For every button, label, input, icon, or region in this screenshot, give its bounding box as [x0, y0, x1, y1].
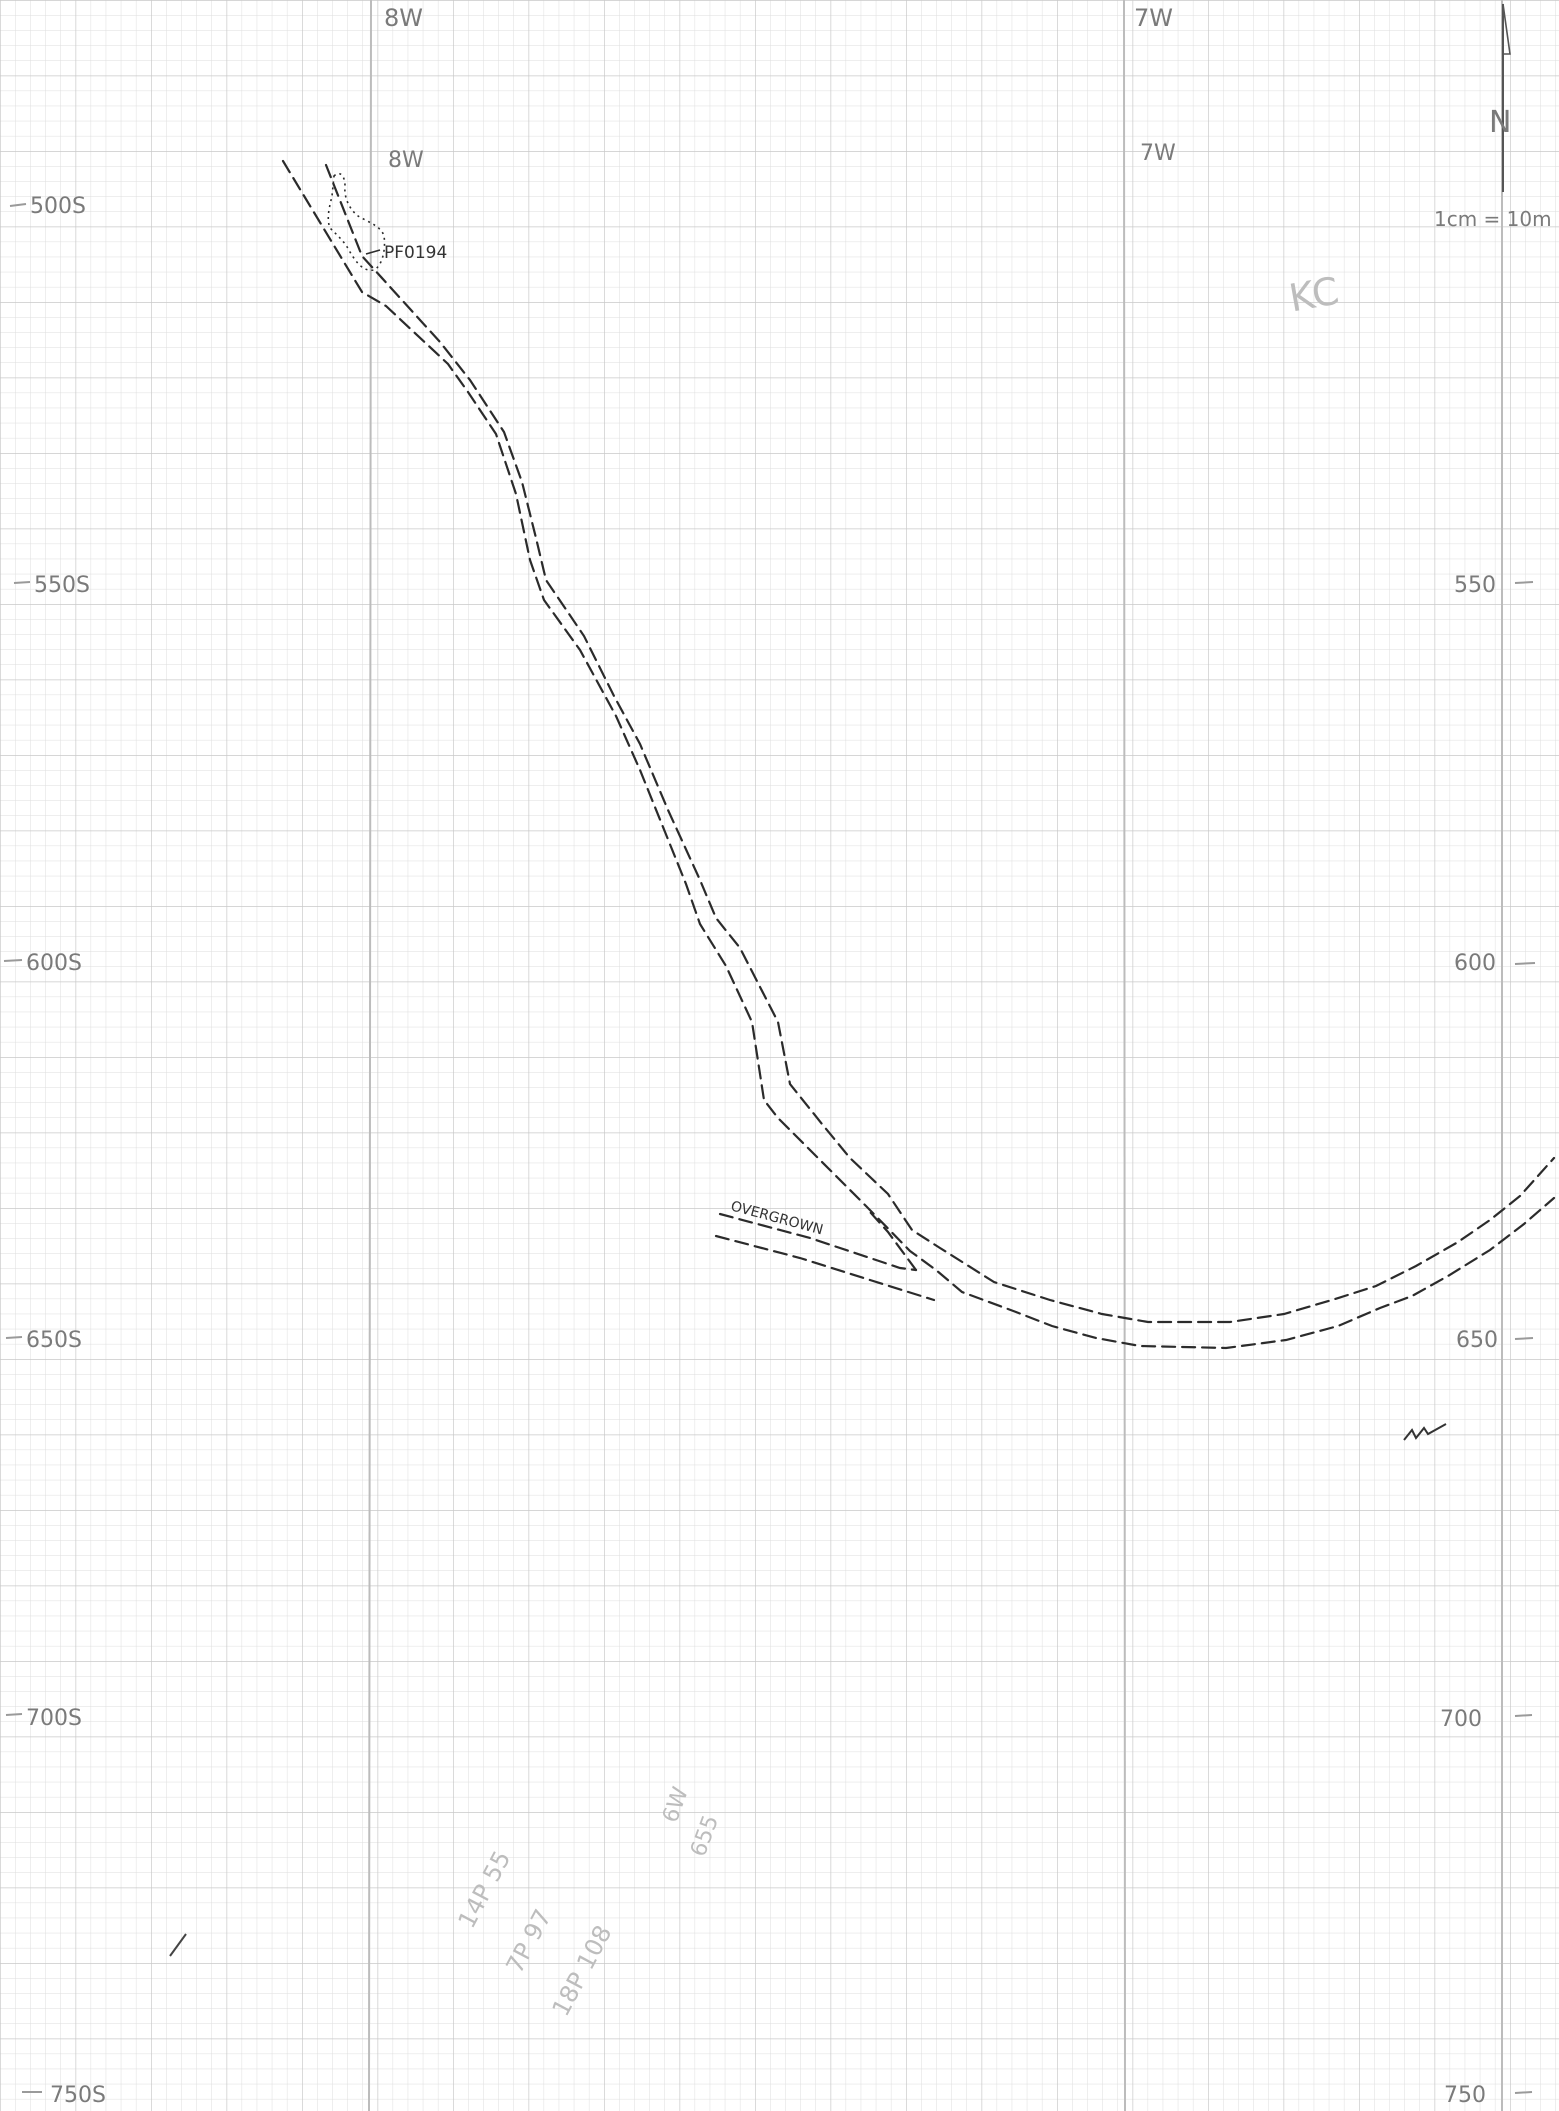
feature-label-pf0194: PF0194 [384, 243, 447, 263]
spur-apex [868, 1210, 918, 1272]
left-tick-mark [3, 959, 23, 962]
right-northing-scale: 550 600 650 700 750 [1440, 573, 1536, 2108]
north-arrow-head-icon [1502, 3, 1511, 55]
left-tick-mark [13, 581, 31, 584]
track-edge-west [281, 159, 1556, 1350]
spur-edge-north [718, 1212, 918, 1272]
right-tick-label: 750 [1444, 2083, 1486, 2108]
column-label-7w: 7W [1140, 141, 1176, 166]
easting-line-7w [1123, 0, 1126, 2111]
left-tick-label: 650S [26, 1328, 82, 1353]
feature-leader-line [365, 249, 381, 255]
right-tick-mark [1514, 1337, 1534, 1340]
top-label-8w: 8W [384, 4, 423, 32]
top-label-7w: 7W [1134, 4, 1173, 32]
left-northing-scale: 500S 550S 600S 650S 700S 750S [3, 194, 106, 2108]
left-tick-label: 500S [30, 194, 86, 219]
column-label-8w: 8W [388, 148, 424, 173]
right-tick-label: 650 [1456, 1328, 1498, 1353]
right-tick-mark [1514, 1714, 1533, 1717]
track-edge-east [324, 163, 1556, 1324]
north-arrow: N [1489, 3, 1511, 192]
track-main [281, 159, 1556, 1350]
left-tick-mark [5, 1336, 23, 1339]
spur-edge-south [714, 1234, 936, 1302]
pencil-squiggle [1403, 1423, 1447, 1441]
left-tick-mark [9, 203, 27, 207]
right-tick-mark [1514, 581, 1534, 584]
left-tick-label: 550S [34, 573, 90, 598]
right-tick-mark [1514, 962, 1536, 965]
track-spur-overgrown [714, 1210, 936, 1302]
north-label: N [1489, 105, 1511, 140]
scale-note: 1cm = 10m [1434, 207, 1552, 231]
left-tick-label: 600S [26, 951, 82, 976]
pencil-stroke [169, 1933, 187, 1957]
faint-note-initials: KC [1286, 269, 1342, 321]
easting-line-8w [368, 0, 372, 2111]
left-tick-label: 700S [26, 1706, 82, 1731]
left-tick-mark [5, 1713, 23, 1716]
right-tick-label: 550 [1454, 573, 1496, 598]
right-tick-mark [1514, 2091, 1533, 2094]
right-tick-label: 700 [1440, 1707, 1482, 1732]
left-tick-label: 750S [50, 2083, 106, 2108]
right-tick-label: 600 [1454, 951, 1496, 976]
